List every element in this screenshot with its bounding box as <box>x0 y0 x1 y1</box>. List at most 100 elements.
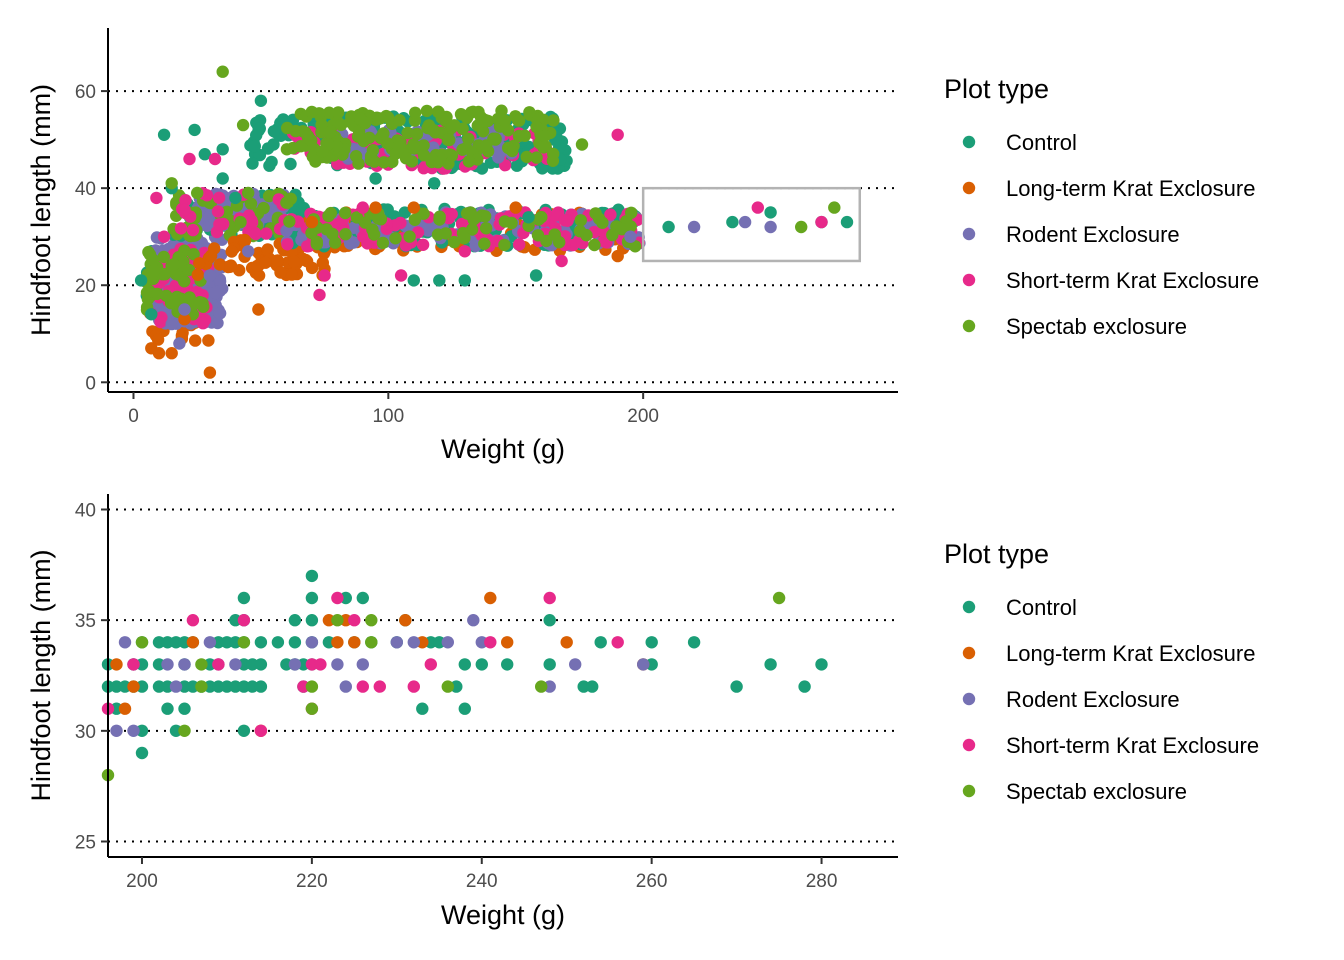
data-point-rodent-exclosure <box>127 724 140 737</box>
data-point-rodent-exclosure <box>209 286 222 300</box>
y-tick-label: 0 <box>85 373 96 394</box>
data-point-control <box>815 658 828 671</box>
data-point-short-term-krat-exclosure <box>513 238 526 251</box>
data-point-short-term-krat-exclosure <box>314 658 327 671</box>
data-point-control <box>271 636 285 649</box>
data-point-spectab-exclosure <box>535 680 548 693</box>
data-point-control <box>203 680 217 693</box>
data-point-control <box>450 680 463 693</box>
data-point-spectab-exclosure <box>339 228 352 241</box>
data-point-long-term-krat-exclosure <box>509 201 522 214</box>
data-point-short-term-krat-exclosure <box>196 317 210 330</box>
data-point-rodent-exclosure <box>229 658 242 671</box>
data-point-spectab-exclosure <box>187 248 200 261</box>
data-point-control <box>543 614 556 627</box>
data-point-spectab-exclosure <box>165 177 178 190</box>
data-point-control <box>263 159 276 172</box>
data-point-spectab-exclosure <box>573 225 587 238</box>
x-tick-label: 0 <box>128 406 139 427</box>
data-point-control <box>152 658 166 671</box>
data-point-short-term-krat-exclosure <box>297 680 310 693</box>
data-point-control <box>840 215 854 229</box>
data-point-spectab-exclosure <box>315 118 328 131</box>
data-point-control <box>645 658 658 671</box>
data-point-spectab-exclosure <box>487 132 500 145</box>
data-point-short-term-krat-exclosure <box>356 680 369 693</box>
data-point-short-term-krat-exclosure <box>254 724 268 737</box>
data-point-long-term-krat-exclosure <box>407 201 420 214</box>
data-point-long-term-krat-exclosure <box>348 636 361 649</box>
data-point-control <box>203 658 217 671</box>
data-point-control <box>169 724 183 737</box>
data-point-rodent-exclosure <box>475 636 488 649</box>
data-point-control <box>135 746 149 760</box>
data-point-control <box>246 658 259 671</box>
data-point-spectab-exclosure <box>532 213 545 226</box>
data-point-control <box>220 680 234 693</box>
data-point-rodent-exclosure <box>203 269 217 282</box>
y-tick-label: 30 <box>75 722 96 743</box>
data-point-control <box>267 125 281 138</box>
data-point-control <box>135 680 149 693</box>
data-point-spectab-exclosure <box>350 211 364 224</box>
data-point-long-term-krat-exclosure <box>285 268 298 281</box>
data-point-control <box>134 274 148 287</box>
legend-key-short-term-krat-exclosure <box>962 738 976 752</box>
overview-tick-labels: 0 100 200 0 20 40 60 <box>75 82 659 427</box>
data-point-long-term-krat-exclosure <box>204 249 218 262</box>
data-point-control <box>135 724 149 737</box>
data-point-short-term-krat-exclosure <box>611 128 624 141</box>
data-point-long-term-krat-exclosure <box>416 636 429 649</box>
data-point-control <box>254 680 268 693</box>
data-point-spectab-exclosure <box>431 105 445 118</box>
data-point-control <box>188 123 201 137</box>
data-point-control <box>229 614 242 627</box>
data-point-spectab-exclosure <box>301 130 314 144</box>
data-point-control <box>577 680 590 693</box>
data-point-control <box>198 148 211 161</box>
data-point-short-term-krat-exclosure <box>186 223 200 237</box>
data-point-spectab-exclosure <box>399 152 413 165</box>
legend-key-long-term-krat-exclosure <box>962 646 976 660</box>
data-point-spectab-exclosure <box>216 65 229 78</box>
data-point-control <box>237 724 251 737</box>
data-point-spectab-exclosure <box>365 636 378 649</box>
data-point-spectab-exclosure <box>478 237 491 250</box>
data-point-rodent-exclosure <box>165 317 178 331</box>
data-point-spectab-exclosure <box>403 230 416 243</box>
data-point-rodent-exclosure <box>161 658 174 671</box>
data-point-control <box>522 211 535 224</box>
data-point-control <box>407 274 420 287</box>
data-point-long-term-krat-exclosure <box>165 347 178 360</box>
data-point-control <box>216 143 229 156</box>
data-point-rodent-exclosure <box>173 337 186 350</box>
data-point-rodent-exclosure <box>390 636 403 649</box>
data-point-spectab-exclosure <box>316 145 329 158</box>
data-point-spectab-exclosure <box>305 680 319 693</box>
data-point-spectab-exclosure <box>339 206 352 220</box>
data-point-short-term-krat-exclosure <box>313 288 326 302</box>
overview-points <box>134 65 854 379</box>
data-point-control <box>433 274 446 287</box>
data-point-spectab-exclosure <box>462 155 476 168</box>
data-point-control <box>662 220 675 234</box>
data-point-short-term-krat-exclosure <box>281 238 294 251</box>
legend-label-spectab-exclosure: Spectab exclosure <box>1006 779 1187 804</box>
data-point-spectab-exclosure <box>195 658 208 671</box>
data-point-control <box>250 129 263 142</box>
data-point-control <box>369 172 382 185</box>
data-point-control <box>253 148 267 162</box>
data-point-long-term-krat-exclosure <box>110 658 123 671</box>
data-point-spectab-exclosure <box>147 253 160 267</box>
data-point-long-term-krat-exclosure <box>225 245 238 258</box>
data-point-long-term-krat-exclosure <box>178 313 191 326</box>
data-point-rodent-exclosure <box>339 680 352 693</box>
data-point-spectab-exclosure <box>357 134 370 148</box>
data-point-control <box>305 569 319 583</box>
data-point-spectab-exclosure <box>479 222 493 235</box>
data-point-spectab-exclosure <box>236 118 250 132</box>
data-point-spectab-exclosure <box>195 680 208 693</box>
data-point-spectab-exclosure <box>283 215 296 228</box>
data-point-short-term-krat-exclosure <box>318 269 331 282</box>
data-point-short-term-krat-exclosure <box>127 658 140 671</box>
